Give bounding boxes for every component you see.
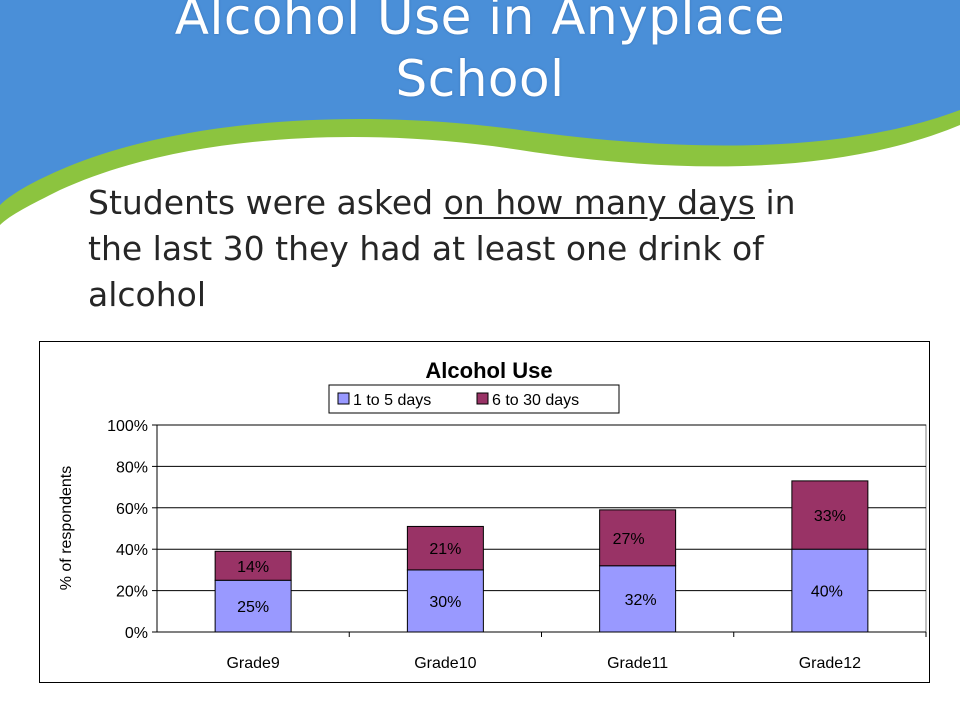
slide-title-line-1: Alcohol Use in Anyplace — [174, 0, 786, 46]
data-label: 33% — [814, 508, 846, 525]
alcohol-use-chart: Alcohol Use 1 to 5 days 6 to 30 days % of… — [58, 358, 927, 672]
y-tick-label: 60% — [116, 501, 148, 518]
legend-box — [328, 384, 620, 414]
subtitle-text-end: in the last 30 they had at least one dri… — [88, 183, 796, 314]
y-tick-label: 0% — [125, 625, 148, 642]
slide-title: Alcohol Use in Anyplace School — [100, 0, 860, 110]
subtitle-text-start: Students were asked — [88, 183, 444, 222]
legend-label: 1 to 5 days — [353, 392, 431, 409]
y-tick-label: 20% — [116, 584, 148, 601]
chart-legend: 1 to 5 days 6 to 30 days — [328, 384, 620, 414]
x-tick-label: Grade9 — [226, 655, 279, 672]
bar-low-grade11 — [599, 565, 677, 633]
data-label: 32% — [625, 592, 657, 609]
bar-high-grade11 — [599, 509, 677, 567]
bar-high-grade12 — [791, 480, 869, 550]
x-tick-label: Grade12 — [799, 655, 861, 672]
data-label: 40% — [811, 584, 843, 601]
plot-area: 0% 20% 40% 60% 80% 100% 25% 14% Grade9 30% 21% Grad… — [107, 418, 927, 672]
blue-wave — [0, 0, 960, 205]
bar-low-grade9 — [214, 579, 292, 633]
legend-label: 6 to 30 days — [492, 392, 579, 409]
y-tick-label: 40% — [116, 542, 148, 559]
slide-subtitle: Students were asked on how many days in … — [88, 180, 848, 318]
y-tick-label: 100% — [107, 418, 148, 435]
bar-low-grade10 — [406, 569, 484, 633]
legend-swatch — [337, 392, 350, 405]
legend-swatch — [476, 392, 489, 405]
subtitle-underlined-text: on how many days — [443, 183, 755, 222]
y-tick-label: 80% — [116, 459, 148, 476]
bar-high-grade9 — [214, 550, 292, 581]
slide-title-line-2: School — [395, 50, 565, 108]
bar-low-grade12 — [791, 548, 869, 633]
bar-high-grade10 — [406, 525, 484, 571]
x-tick-label: Grade10 — [414, 655, 476, 672]
background-waves — [0, 0, 960, 225]
y-axis-label: % of respondents — [58, 466, 75, 591]
data-label: 21% — [429, 541, 461, 558]
data-label: 30% — [429, 594, 461, 611]
chart-title: Alcohol Use — [425, 358, 552, 383]
data-label: 27% — [613, 531, 645, 548]
x-tick-label: Grade11 — [607, 655, 668, 672]
chart-frame: Alcohol Use 1 to 5 days 6 to 30 days % of… — [39, 341, 930, 683]
data-label: 25% — [237, 599, 269, 616]
data-label: 14% — [237, 559, 269, 576]
